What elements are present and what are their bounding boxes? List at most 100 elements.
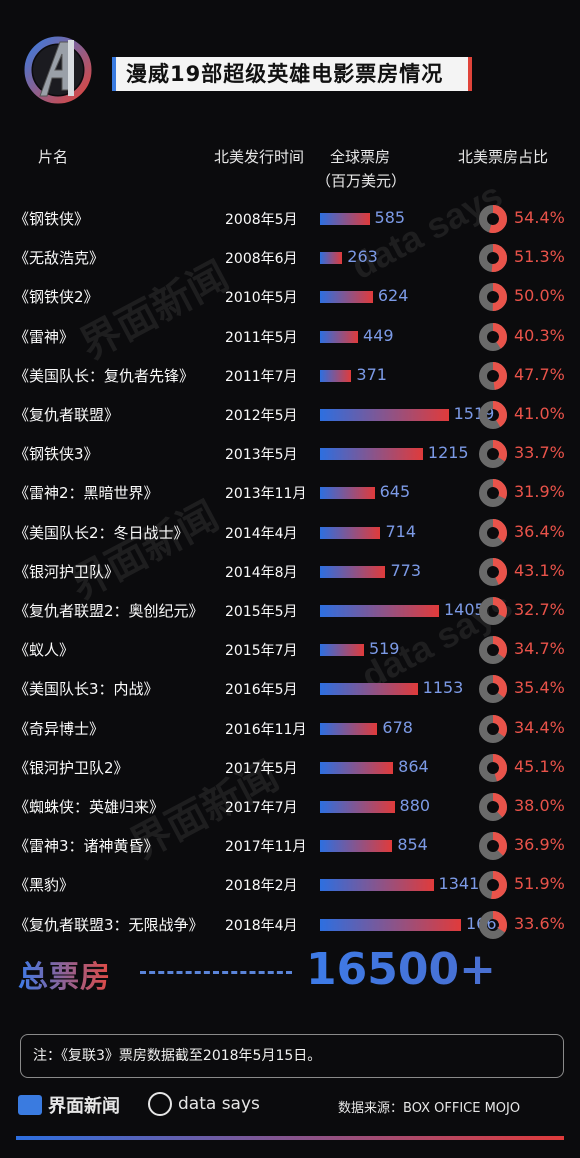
total-divider: [140, 971, 292, 974]
share-donut-icon: [479, 361, 507, 390]
share-value: 41.0%: [514, 404, 565, 423]
table-row: 《钢铁侠3》 2013年5月 1215 33.7%: [0, 435, 580, 474]
movie-name: 《无敌浩克》: [14, 249, 105, 268]
release-date: 2008年6月: [225, 251, 298, 268]
donut-share-arc: [479, 479, 507, 508]
movie-name: 《奇异博士》: [14, 719, 105, 738]
gross-value: 854: [397, 835, 428, 855]
total-label: 总票房: [18, 952, 111, 996]
release-date: 2017年7月: [225, 800, 298, 816]
table-row: 《银河护卫队2》 2017年5月 864 45.1%: [0, 749, 580, 788]
gross-bar: [320, 761, 394, 774]
gross-value: 449: [363, 325, 394, 345]
table-row: 《黑豹》 2018年2月 1341 51.9%: [0, 866, 580, 905]
gross-bar: [320, 487, 375, 500]
release-date: 2018年4月: [225, 917, 298, 934]
release-date: 2011年5月: [225, 329, 298, 346]
donut-share-arc: [479, 636, 507, 665]
share-value: 54.4%: [514, 208, 565, 227]
donut-share-arc: [479, 518, 507, 547]
gross-value: 1341: [438, 874, 480, 894]
gross-bar: [320, 644, 364, 657]
share-value: 47.7%: [514, 364, 565, 384]
gross-bar: [320, 291, 373, 304]
gross-bar: [320, 213, 370, 225]
movie-name: 《复仇者联盟2：奥创纪元》: [14, 602, 204, 620]
share-donut-icon: [479, 479, 507, 508]
donut-share-arc: [479, 597, 507, 625]
gross-value: 519: [368, 639, 400, 659]
share-value: 32.7%: [514, 600, 565, 619]
gross-bar: [320, 879, 434, 892]
movie-name: 《雷神2：黑暗世界》: [14, 484, 159, 503]
release-date: 2015年5月: [225, 604, 298, 620]
donut-share-arc: [479, 832, 507, 861]
table-row: 《奇异博士》 2016年11月 678 34.4%: [0, 710, 580, 749]
release-date: 2014年8月: [225, 564, 298, 581]
table-row: 《复仇者联盟》 2012年5月 1519 41.0%: [0, 396, 580, 435]
movie-name: 《银河护卫队2》: [14, 758, 129, 777]
release-date: 2008年5月: [225, 212, 298, 228]
gross-value: 1153: [422, 678, 464, 698]
donut-share-arc: [479, 910, 507, 939]
release-date: 2018年2月: [225, 878, 298, 895]
share-donut-icon: [479, 910, 507, 939]
share-donut-icon: [479, 322, 507, 351]
donut-share-arc: [479, 753, 507, 782]
header-gross-unit: （百万美元）: [316, 172, 407, 190]
header-date: 北美发行时间: [214, 148, 305, 166]
share-donut-icon: [479, 793, 507, 821]
share-value: 51.9%: [514, 874, 565, 894]
movie-name: 《美国队长2：冬日战士》: [14, 523, 189, 542]
share-donut-icon: [479, 283, 507, 312]
bottom-accent-line: [16, 1136, 564, 1140]
gross-bar: [320, 565, 386, 578]
donut-share-arc: [479, 361, 507, 390]
gross-value: 1405: [443, 600, 485, 619]
donut-share-arc: [479, 244, 507, 273]
movie-name: 《美国队长3：内战》: [14, 680, 159, 699]
datasays-icon: [148, 1092, 172, 1116]
table-row: 《蜘蛛侠：英雄归来》 2017年7月 880 38.0%: [0, 788, 580, 827]
release-date: 2015年7月: [225, 643, 298, 660]
gross-value: 645: [379, 482, 411, 502]
movie-name: 《钢铁侠2》: [14, 288, 99, 307]
gross-value: 1215: [427, 443, 469, 463]
share-value: 36.9%: [514, 835, 565, 855]
share-value: 35.4%: [514, 678, 565, 698]
share-donut-icon: [479, 871, 507, 900]
share-donut-icon: [479, 675, 507, 704]
donut-share-arc: [479, 401, 507, 429]
share-value: 34.7%: [514, 639, 565, 659]
share-value: 34.4%: [514, 717, 565, 737]
table-row: 《复仇者联盟2：奥创纪元》 2015年5月 1405 32.7%: [0, 592, 580, 631]
table-row: 《美国队长：复仇者先锋》 2011年7月 371 47.7%: [0, 357, 580, 396]
share-donut-icon: [479, 832, 507, 861]
gross-bar: [320, 369, 352, 382]
movie-name: 《钢铁侠3》: [14, 445, 99, 464]
note-box: 注：《复联3》票房数据截至2018年5月15日。: [20, 1034, 564, 1078]
share-donut-icon: [479, 597, 507, 625]
release-date: 2017年5月: [225, 760, 298, 777]
table-row: 《雷神2：黑暗世界》 2013年11月 645 31.9%: [0, 474, 580, 513]
movie-name: 《雷神》: [14, 327, 75, 346]
brand-datasays-label: data says: [178, 1094, 260, 1114]
table-row: 《美国队长3：内战》 2016年5月 1153 35.4%: [0, 670, 580, 709]
gross-value: 371: [356, 364, 387, 384]
table-row: 《银河护卫队》 2014年8月 773 43.1%: [0, 553, 580, 592]
gross-bar: [320, 801, 395, 813]
movie-name: 《钢铁侠》: [14, 210, 90, 228]
donut-share-arc: [479, 871, 507, 900]
gross-bar: [320, 683, 418, 696]
gross-bar: [320, 918, 461, 931]
gross-value: 773: [390, 560, 421, 580]
gross-bar: [320, 330, 359, 343]
share-value: 33.7%: [514, 443, 565, 463]
avengers-logo-icon: [24, 36, 92, 104]
donut-share-arc: [479, 793, 507, 821]
share-value: 38.0%: [514, 796, 565, 815]
gross-bar: [320, 605, 439, 617]
share-value: 40.3%: [514, 325, 565, 345]
donut-share-arc: [479, 557, 507, 586]
share-donut-icon: [479, 714, 507, 743]
